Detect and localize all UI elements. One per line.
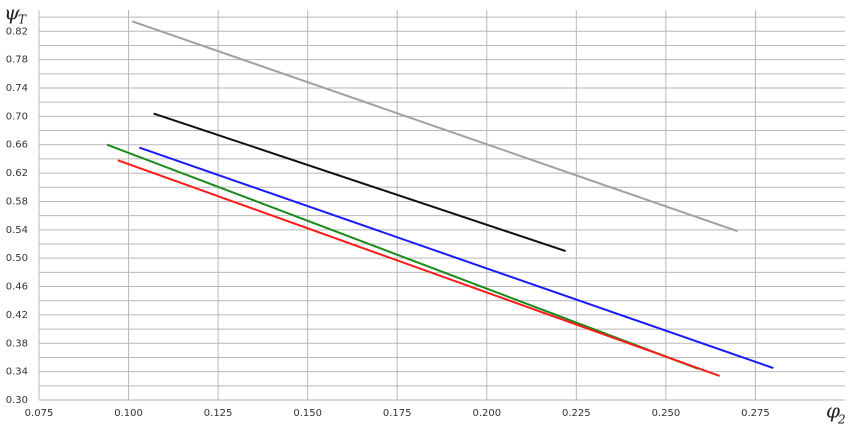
x-tick-label: 0.225 — [562, 408, 591, 419]
data-line — [153, 112, 566, 253]
y-tick-label: 0.62 — [6, 168, 28, 179]
y-tick-label: 0.38 — [6, 338, 28, 349]
y-tick-label: 0.66 — [6, 140, 28, 151]
x-tick-label: 0.125 — [204, 408, 233, 419]
data-line — [138, 146, 774, 370]
y-tick-label: 0.74 — [6, 83, 28, 94]
x-axis-title-sub: 2 — [837, 413, 846, 427]
x-tick-label: 0.175 — [383, 408, 412, 419]
x-tick-label: 0.250 — [652, 408, 681, 419]
y-axis-title-sub: T — [18, 13, 27, 27]
y-tick-label: 0.70 — [6, 111, 28, 122]
data-line — [117, 159, 720, 377]
y-tick-label: 0.54 — [6, 225, 28, 236]
y-tick-label: 0.78 — [6, 55, 28, 66]
y-tick-label: 0.42 — [6, 310, 28, 321]
y-tick-label: 0.34 — [6, 367, 28, 378]
y-tick-label: 0.58 — [6, 196, 28, 207]
x-tick-label: 0.150 — [293, 408, 322, 419]
y-tick-label: 0.46 — [6, 282, 28, 293]
y-axis-title: ψ — [4, 1, 20, 25]
y-tick-label: 0.30 — [6, 395, 28, 406]
y-tick-label: 0.50 — [6, 253, 28, 264]
data-line — [106, 143, 699, 370]
data-line — [131, 20, 738, 233]
x-tick-label: 0.200 — [472, 408, 501, 419]
x-tick-label: 0.100 — [114, 408, 143, 419]
y-tick-label: 0.82 — [6, 26, 28, 37]
x-axis-title: φ — [826, 399, 840, 423]
x-tick-label: 0.275 — [741, 408, 770, 419]
x-tick-label: 0.075 — [25, 408, 54, 419]
